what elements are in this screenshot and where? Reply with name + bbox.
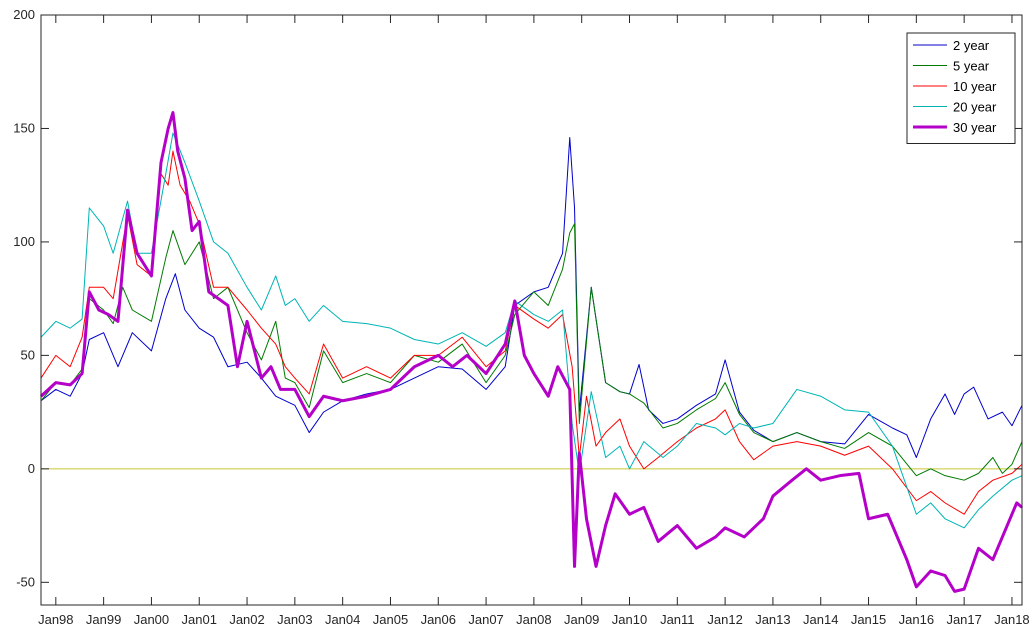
x-tick-label: Jan00: [134, 612, 169, 627]
legend-label: 2 year: [953, 38, 990, 53]
y-tick-label: 0: [28, 461, 35, 476]
x-tick-label: Jan06: [421, 612, 456, 627]
x-tick-label: Jan09: [564, 612, 599, 627]
x-tick-label: Jan99: [86, 612, 121, 627]
x-tick-label: Jan04: [325, 612, 360, 627]
series-layer: [39, 111, 1023, 593]
x-tick-label: Jan05: [373, 612, 408, 627]
x-tick-label: Jan15: [851, 612, 886, 627]
x-tick-label: Jan07: [468, 612, 503, 627]
series-line-2-year: [40, 137, 1023, 458]
y-tick-label: 200: [13, 7, 35, 22]
y-tick-label: 150: [13, 120, 35, 135]
x-tick-label: Jan10: [612, 612, 647, 627]
x-tick-label: Jan12: [707, 612, 742, 627]
x-tick-label: Jan13: [755, 612, 790, 627]
series-line-30-year: [39, 111, 1023, 593]
y-tick-label: 50: [21, 347, 35, 362]
axes-frame: [40, 14, 1023, 606]
x-tick-label: Jan11: [660, 612, 694, 627]
legend-label: 10 year: [953, 79, 997, 94]
x-tick-label: Jan08: [516, 612, 551, 627]
x-tick-label: Jan03: [277, 612, 312, 627]
legend-box: [906, 32, 1016, 144]
x-tick-label: Jan98: [38, 612, 73, 627]
x-tick-labels: Jan98 Jan99 Jan00 Jan01 Jan02 Jan03 Jan04 Jan05…: [38, 612, 1030, 627]
series-line-5-year: [40, 223, 1023, 481]
x-tick-label: Jan14: [803, 612, 838, 627]
legend-label: 20 year: [953, 100, 997, 115]
x-tick-label: Jan01: [182, 612, 217, 627]
axes-box: [40, 14, 1023, 606]
y-tick-label: 100: [13, 234, 35, 249]
legend-label: 30 year: [953, 120, 997, 135]
legend: 2 year 5 year 10 year 20 year 30 year: [906, 32, 1016, 144]
x-tick-label: Jan17: [946, 612, 981, 627]
x-tick-label: Jan02: [229, 612, 264, 627]
y-tick-label: -50: [16, 574, 35, 589]
y-tick-labels: -50 0 50 100 150 200: [13, 7, 35, 589]
x-tick-label: Jan16: [899, 612, 934, 627]
x-tick-label: Jan18: [994, 612, 1029, 627]
legend-label: 5 year: [953, 59, 990, 74]
